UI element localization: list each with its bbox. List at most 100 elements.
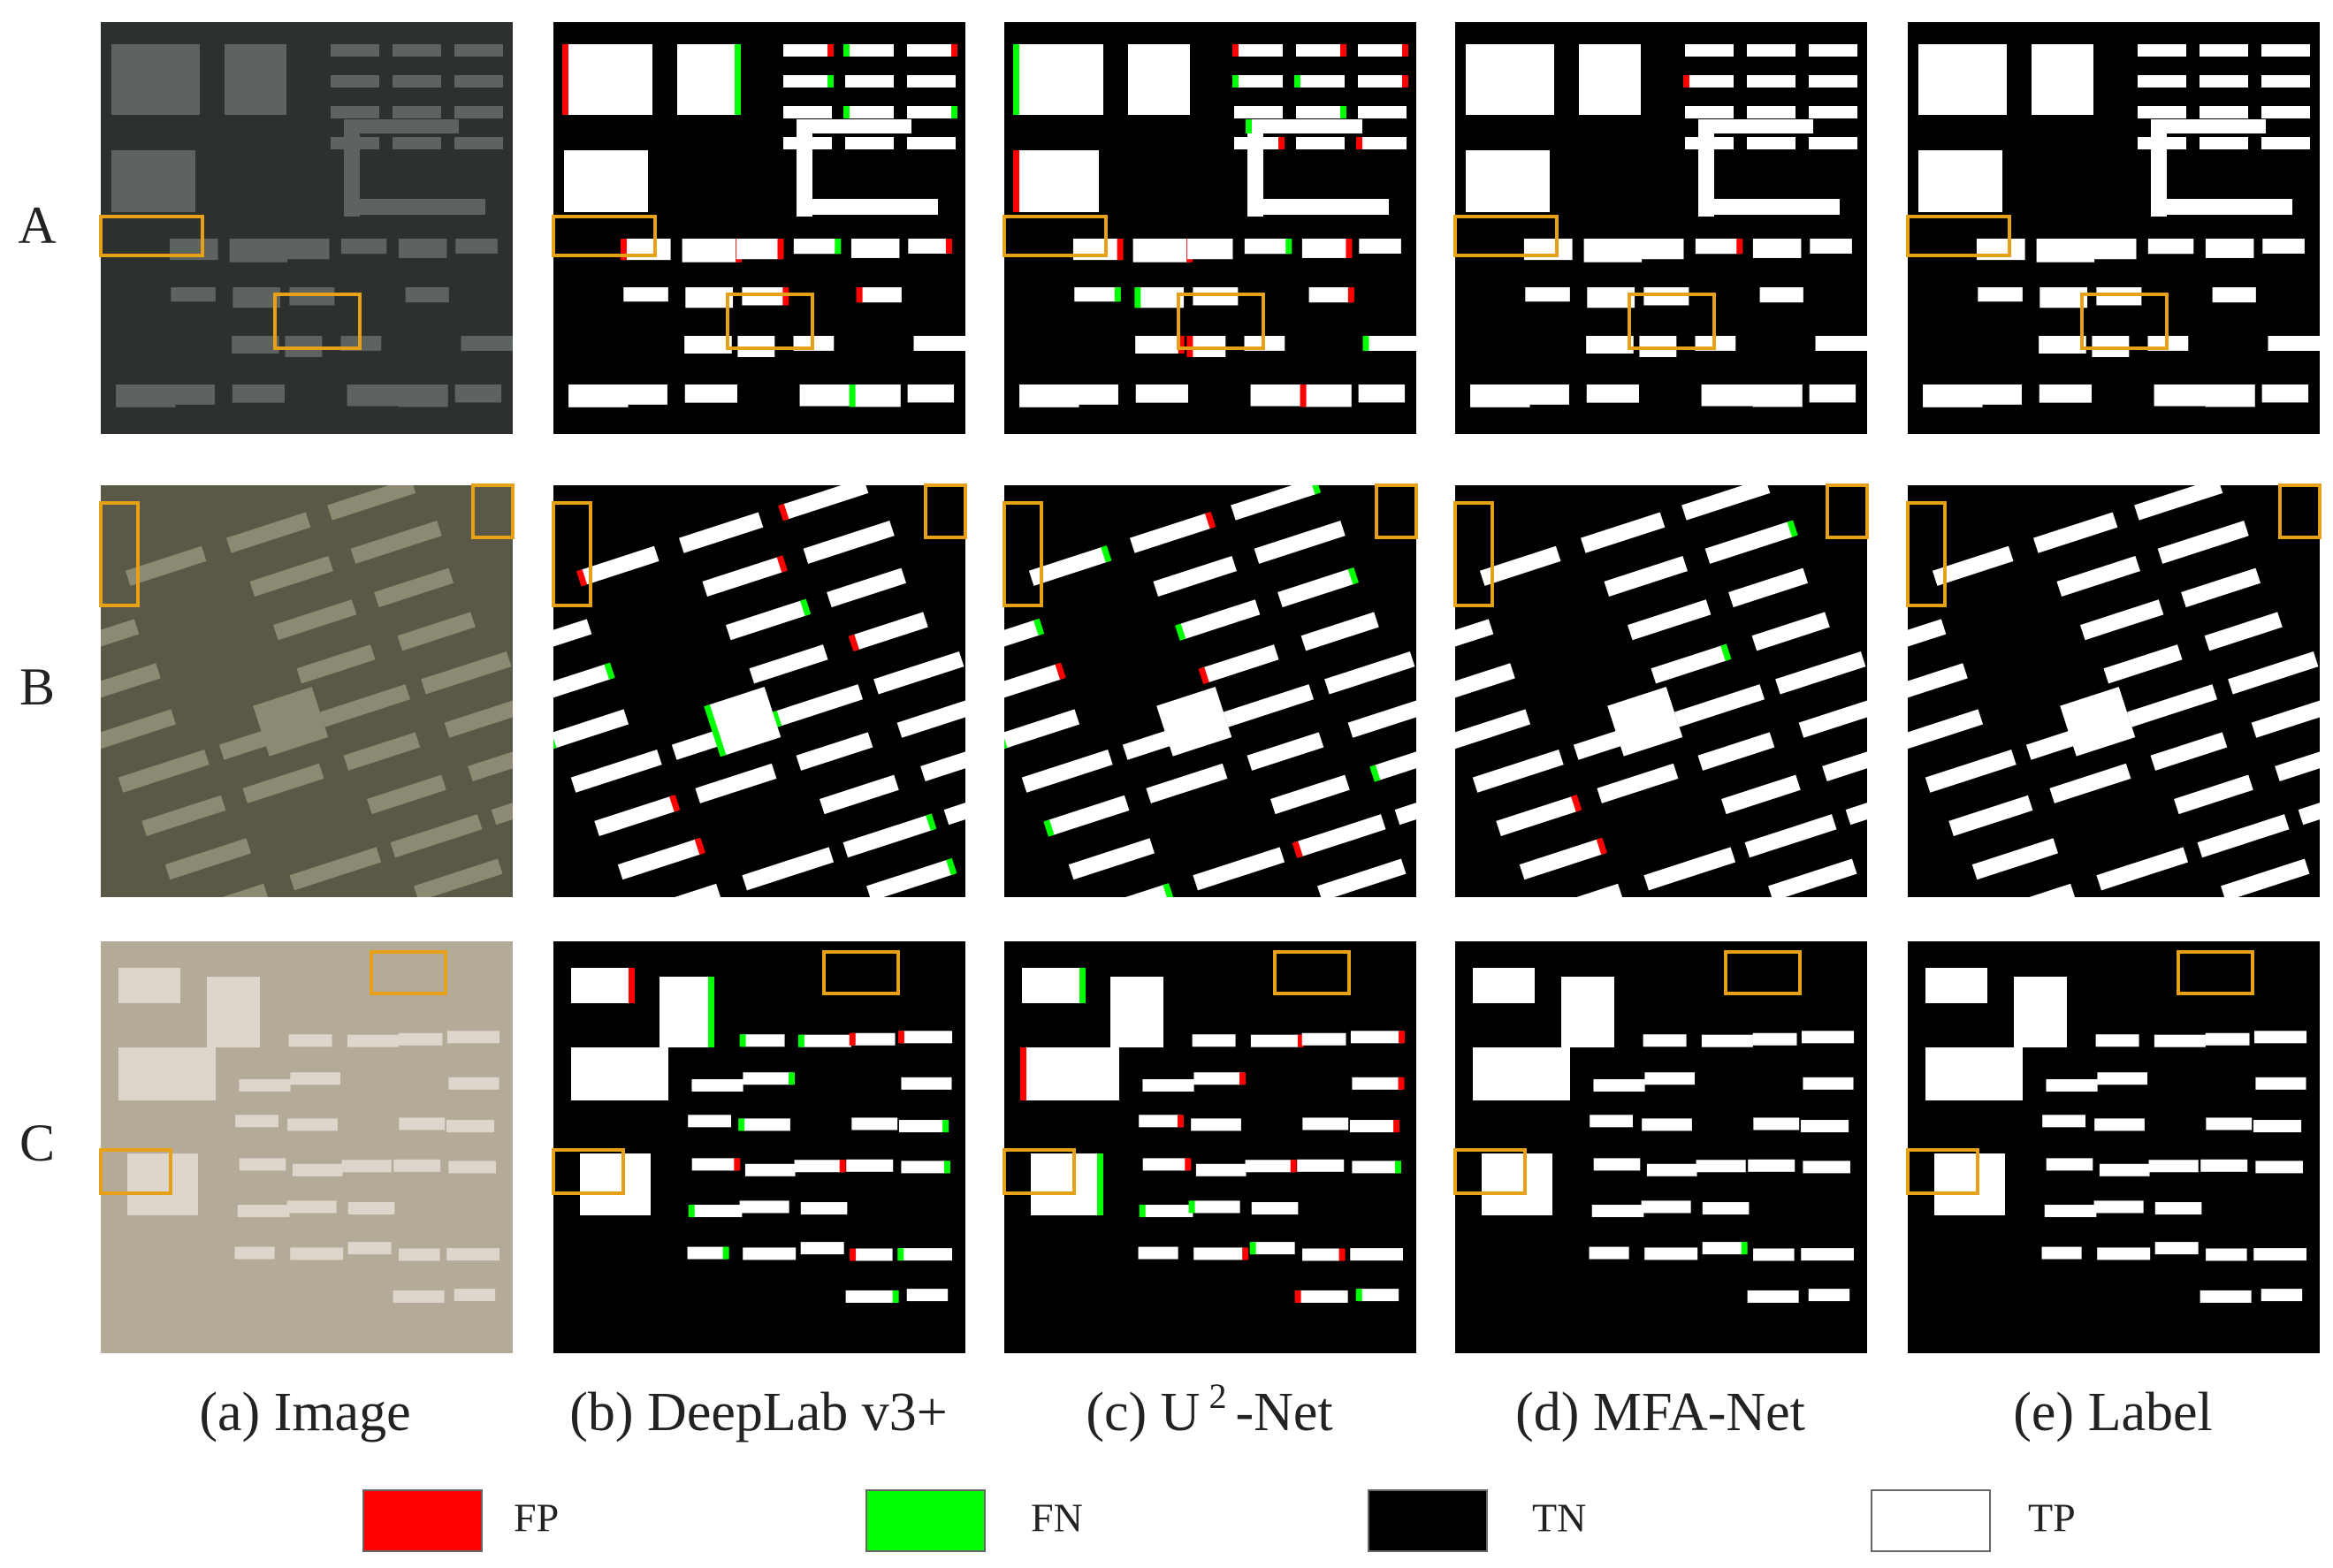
building [207,977,260,1047]
error-pixels [735,44,741,115]
buildings [562,44,965,407]
building [1482,1153,1552,1215]
error-pixels [1309,485,1322,495]
building [793,239,840,255]
building [685,287,734,308]
building [1142,1078,1194,1092]
buildings [101,485,513,897]
building [1028,545,1110,586]
building [2032,512,2118,553]
building [1251,1242,1295,1255]
building [1142,1158,1190,1171]
building [845,106,894,118]
highlight-box [1453,501,1494,607]
building [577,545,659,586]
building [1156,686,1232,757]
building [1135,384,1188,403]
building [617,838,705,880]
building [2039,287,2088,308]
caption-part: (c) U [1086,1382,1200,1442]
mask-panel [1455,22,1867,434]
building [553,709,629,750]
building [2049,763,2131,803]
building [2138,75,2186,88]
building [454,75,503,88]
caption-part: 2 [1208,1376,1226,1416]
building [2255,1161,2303,1174]
error-pixels [1163,883,1174,897]
error-pixels [629,968,635,1003]
error-pixels [850,1248,857,1261]
building [907,75,956,88]
mask-panel [1004,485,1416,897]
building [1193,1072,1245,1085]
building [1697,732,1775,771]
error-pixels [1117,239,1124,261]
building [1641,1200,1691,1214]
building [249,555,334,597]
building [341,1160,392,1173]
error-pixels [1297,1034,1304,1047]
mask-panel [1455,941,1867,1353]
building [1586,384,1639,403]
building [2151,119,2167,217]
building [1752,239,1802,258]
buildings [1466,44,1867,407]
building [344,199,485,215]
building [1195,1163,1247,1176]
error-pixels [856,287,863,303]
building [740,1118,790,1131]
building [2138,106,2186,118]
building [1186,239,1233,260]
building [1580,512,1666,553]
building [1139,1115,1183,1128]
building [1908,709,1984,750]
error-pixels [1340,44,1346,57]
error-pixels [1079,968,1086,1003]
error-pixels [849,1032,856,1046]
building [1092,883,1172,897]
building [421,651,512,695]
building [1135,336,1183,354]
building [239,1158,286,1171]
building [1747,75,1795,88]
building [101,619,140,663]
building [901,1161,949,1174]
building [1809,44,1857,57]
building [1845,784,1867,826]
building [448,1161,496,1174]
building [913,336,965,351]
building [1324,651,1415,695]
building [350,521,442,564]
building [1301,239,1351,258]
error-pixels [708,977,714,1047]
buildings [1908,485,2320,897]
building [725,599,810,641]
building [232,336,279,354]
legend-swatch [1368,1489,1488,1552]
building [285,336,323,357]
building [1359,239,1401,254]
building [1803,1161,1850,1174]
highlight-box [1003,1148,1076,1195]
building [736,239,782,260]
highlight-box [726,293,814,350]
error-pixels [776,555,788,573]
building [1748,1159,1795,1172]
building [2251,695,2320,738]
building [175,384,215,405]
row-label: C [19,1114,55,1172]
error-pixels [1290,1160,1297,1173]
building [688,1115,732,1128]
building [446,1120,495,1133]
building [1224,684,1315,727]
building [1031,1153,1102,1215]
error-pixels [1249,1242,1256,1255]
building [1561,977,1614,1047]
building [491,784,513,826]
building [1244,239,1291,255]
building [907,384,955,403]
building [2154,1242,2199,1255]
building [1525,287,1570,302]
building [1685,44,1734,57]
